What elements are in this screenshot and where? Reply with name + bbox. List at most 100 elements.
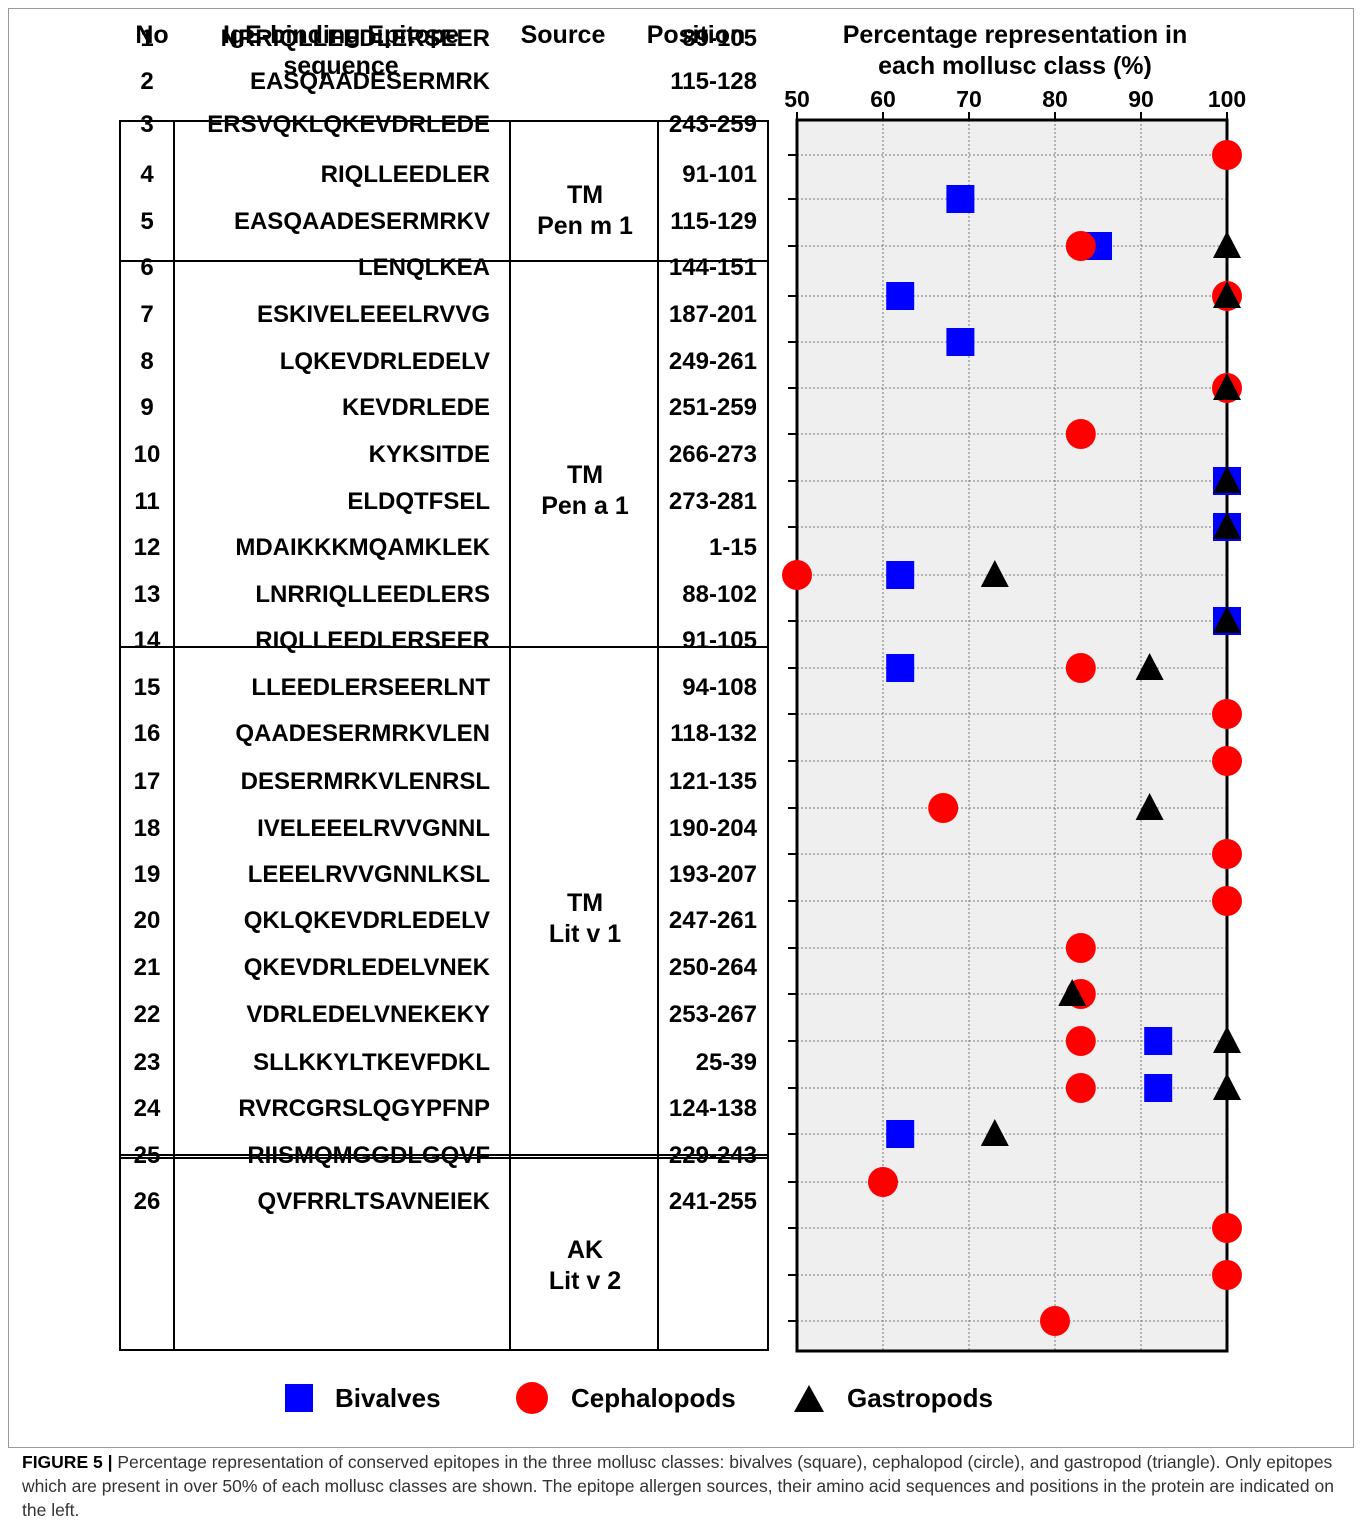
epitope-sequence: IVELEEELRVVGNNL xyxy=(257,815,490,842)
cephalopods-point xyxy=(928,793,959,823)
table-divider xyxy=(657,122,659,1349)
epitope-position: 121-135 xyxy=(668,768,757,795)
cephalopods-point xyxy=(1212,746,1242,776)
epitope-position: 190-204 xyxy=(668,815,757,842)
cephalopods-point xyxy=(1212,886,1242,916)
epitope-sequence: QAADESERMRKVLEN xyxy=(235,720,490,747)
header-source: Source xyxy=(520,21,606,49)
epitope-position: 193-207 xyxy=(668,861,757,888)
epitope-sequence: QKLQKEVDRLEDELV xyxy=(243,907,490,934)
row-number: 22 xyxy=(133,1001,161,1028)
epitope-sequence: EASQAADESERMRK xyxy=(249,68,490,95)
gastropods-point xyxy=(1213,281,1241,308)
epitope-sequence: QVFRRLTSAVNEIEK xyxy=(257,1188,490,1215)
gastropods-point xyxy=(1213,1073,1241,1100)
group-separator xyxy=(121,646,767,648)
epitope-position: 1-15 xyxy=(708,534,757,561)
row-number: 21 xyxy=(133,954,161,981)
epitope-position: 273-281 xyxy=(668,488,757,515)
gastropods-point xyxy=(1213,1026,1241,1053)
epitope-position: 253-267 xyxy=(668,1001,757,1028)
row-number: 25 xyxy=(133,1142,161,1169)
epitope-sequence: ESKIVELEEELRVVG xyxy=(257,301,490,328)
header-percentage: Percentage representation in each mollus… xyxy=(842,21,1188,80)
epitope-sequence: LEEELRVVGNNLKSL xyxy=(247,861,490,888)
row-number: 19 xyxy=(133,861,161,888)
epitope-position: 124-138 xyxy=(668,1095,757,1122)
epitope-sequence: ELDQTFSEL xyxy=(347,488,490,515)
gastropods-point xyxy=(1213,606,1241,633)
gastropods-point xyxy=(1058,979,1087,1006)
epitope-position: 91-105 xyxy=(682,627,757,654)
epitope-sequence: ERSVQKLQKEVDRLEDE xyxy=(207,111,490,138)
header-no: No xyxy=(135,21,169,49)
epitope-sequence: LQKEVDRLEDELV xyxy=(279,348,490,375)
source-group-type: AK xyxy=(566,1236,604,1264)
epitope-position: 241-255 xyxy=(668,1188,757,1215)
row-number: 18 xyxy=(133,815,161,842)
epitope-sequence: DESERMRKVLENRSL xyxy=(240,768,490,795)
source-group-cell: TM Pen m 1 xyxy=(511,180,659,242)
figure-frame xyxy=(8,8,1354,1448)
circle-marker-icon xyxy=(516,1382,548,1414)
legend-item-cephalopods: Cephalopods xyxy=(515,1378,736,1418)
epitope-position: 144-151 xyxy=(668,254,757,281)
legend-label: Bivalves xyxy=(335,1382,441,1413)
legend-label: Cephalopods xyxy=(571,1382,736,1413)
epitope-sequence: QKEVDRLEDELVNEK xyxy=(243,954,490,981)
row-number: 17 xyxy=(133,768,161,795)
gastropods-point xyxy=(980,1119,1009,1146)
epitope-sequence: MDAIKKKMQAMKLEK xyxy=(235,534,490,561)
epitope-position: 266-273 xyxy=(668,441,757,468)
bivalves-point xyxy=(1144,1074,1173,1102)
epitope-position: 118-132 xyxy=(670,720,757,747)
epitope-position: 251-259 xyxy=(668,394,757,421)
source-group-cell: TM Pen a 1 xyxy=(511,460,659,522)
cephalopods-point xyxy=(1212,699,1242,729)
gastropods-point xyxy=(1213,373,1241,400)
epitope-position: 249-261 xyxy=(668,348,757,375)
source-group-allergen: Pen a 1 xyxy=(541,492,629,520)
bivalves-point xyxy=(886,282,915,310)
x-tick-label: 100 xyxy=(1208,86,1246,112)
row-number: 14 xyxy=(133,627,161,654)
cephalopods-point xyxy=(1065,1073,1096,1103)
epitope-sequence: RIQLLEEDLERSEER xyxy=(255,627,490,654)
epitope-position: 115-129 xyxy=(670,208,757,235)
row-number: 16 xyxy=(133,720,161,747)
row-number: 12 xyxy=(133,534,161,561)
gastropods-point xyxy=(1213,231,1241,258)
epitope-position: 89-105 xyxy=(682,25,757,52)
legend-item-bivalves: Bivalves xyxy=(285,1378,441,1418)
row-number: 2 xyxy=(140,68,154,95)
epitope-position: 115-128 xyxy=(670,68,757,95)
x-tick-label: 70 xyxy=(956,86,982,112)
gastropods-point xyxy=(980,560,1009,587)
chart-legend: Bivalves Cephalopods Gastropods xyxy=(285,1378,1005,1418)
row-number: 20 xyxy=(133,907,161,934)
epitope-position: 229-243 xyxy=(668,1142,757,1169)
epitope-sequence: RVRCGRSLQGYPFNP xyxy=(238,1095,490,1122)
row-number: 11 xyxy=(134,488,160,515)
source-group-cell: TM Lit v 1 xyxy=(511,888,659,950)
group-separator xyxy=(121,1154,767,1159)
row-number: 8 xyxy=(140,348,154,375)
cephalopods-point xyxy=(782,560,812,590)
triangle-marker-icon xyxy=(794,1385,824,1412)
bivalves-point xyxy=(886,654,915,682)
square-marker-icon xyxy=(285,1384,313,1412)
row-number: 4 xyxy=(140,161,154,188)
caption-text: Percentage representation of conserved e… xyxy=(22,1452,1334,1520)
row-number: 13 xyxy=(133,581,161,608)
cephalopods-point xyxy=(1065,1026,1096,1056)
row-number: 6 xyxy=(140,254,154,281)
row-number: 15 xyxy=(133,674,161,701)
epitope-sequence: RIISMQMGGDLGQVF xyxy=(247,1142,490,1169)
table-divider xyxy=(173,122,175,1349)
epitope-sequence: VDRLEDELVNEKEKY xyxy=(246,1001,490,1028)
epitope-position: 187-201 xyxy=(668,301,757,328)
row-number: 26 xyxy=(133,1188,161,1215)
row-number: 5 xyxy=(140,208,154,235)
epitope-sequence: LENQLKEA xyxy=(358,254,490,281)
